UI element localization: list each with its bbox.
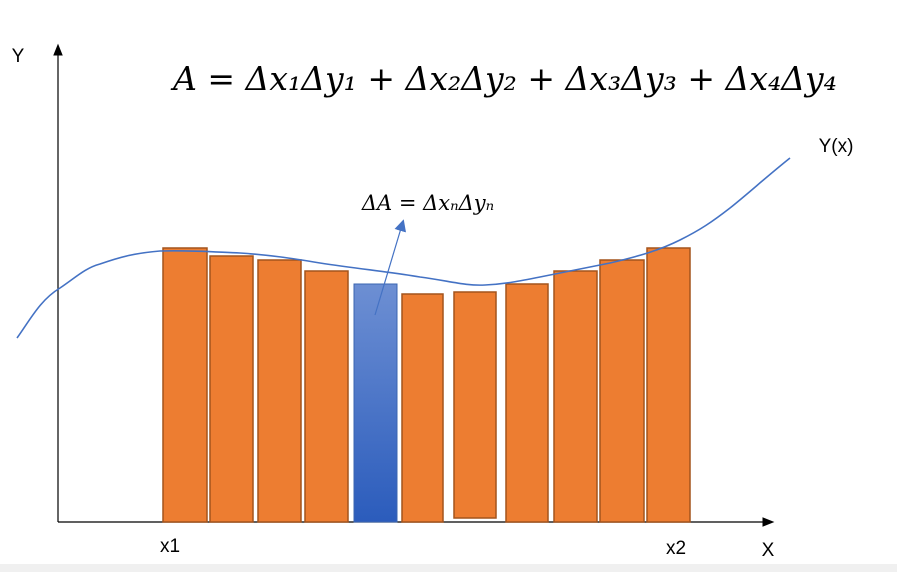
rectangle [209, 255, 254, 523]
rectangle [553, 270, 598, 523]
rectangle [162, 247, 208, 523]
bottom-band [0, 564, 897, 572]
rectangles [162, 247, 691, 523]
curve [16, 157, 791, 339]
y-axis-label: Y [12, 46, 25, 67]
rectangle [304, 270, 349, 523]
x-start-label: x1 [160, 536, 180, 557]
highlighted-rectangle [353, 283, 398, 523]
curve-label: Y(x) [819, 136, 854, 157]
x-axis-label: X [762, 540, 775, 561]
rectangle [646, 247, 691, 523]
element-formula: ΔA = ΔxₙΔyₙ [361, 191, 494, 215]
x-end-label: x2 [666, 538, 686, 559]
rectangle [257, 259, 302, 523]
rectangle [453, 291, 497, 519]
rectangle [505, 283, 549, 523]
pointer-arrow [374, 219, 407, 316]
area-formula: A = Δx₁Δy₁ + Δx₂Δy₂ + Δx₃Δy₃ + Δx₄Δy₄ [170, 59, 837, 98]
rectangle [401, 293, 444, 523]
rectangle [599, 259, 645, 523]
